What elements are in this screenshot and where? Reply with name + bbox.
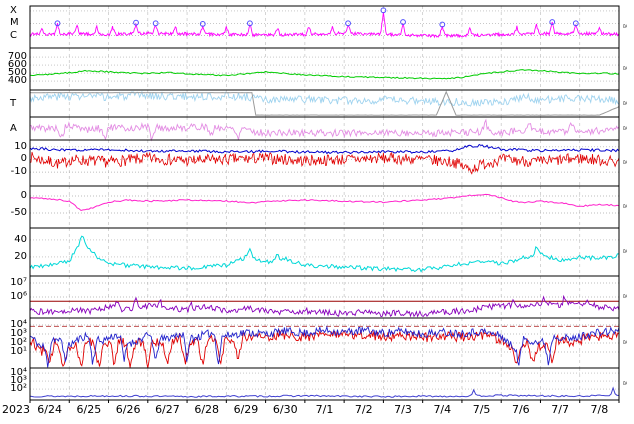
flare-marker: [199, 21, 206, 27]
series-speed: [29, 69, 619, 80]
y-axis-label: 10⁴: [10, 367, 27, 379]
series-pflux-red: [29, 328, 620, 369]
y-axis-label: 10²: [10, 337, 27, 348]
y-axis-label: 400: [7, 75, 27, 87]
series-bz: [29, 151, 620, 175]
flare-marker: [345, 20, 351, 27]
panel-border: [29, 89, 620, 118]
x-tick-label: 6/26: [115, 403, 141, 416]
series-pflux-blue: [29, 325, 620, 368]
y-axis-label: 0: [20, 153, 27, 165]
series-xray: [29, 12, 620, 39]
x-tick-label: 6/28: [194, 403, 220, 416]
flare-marker: [133, 19, 139, 26]
series-temp-model: [29, 90, 620, 116]
y-axis-label: 10⁶: [10, 291, 27, 302]
y-axis-label: -10: [10, 166, 27, 178]
flare-marker: [549, 19, 556, 25]
panel-border: [29, 5, 620, 49]
series-eflux: [29, 294, 620, 318]
right-axis-label: a: [621, 23, 630, 29]
y-axis-label: A: [10, 122, 17, 134]
y-axis-label: 0: [20, 190, 27, 201]
x-tick-label: 7/5: [472, 403, 491, 416]
y-axis-label: 10³: [10, 328, 27, 339]
panel-border: [29, 367, 620, 401]
flare-marker: [439, 21, 446, 28]
y-axis-label: 10⁴: [10, 319, 27, 330]
series-temp: [29, 90, 620, 107]
series-alpha: [29, 118, 620, 142]
x-tick-label: 6/29: [233, 403, 259, 416]
series-background: [29, 386, 619, 398]
flare-marker: [246, 20, 253, 27]
x-tick-label: 7/3: [394, 403, 412, 416]
flare-marker: [400, 19, 406, 25]
x-tick-label: 7/6: [511, 403, 530, 416]
y-axis-label: 10: [14, 140, 27, 152]
series-bt: [29, 143, 620, 155]
y-axis-label: M: [10, 17, 19, 29]
y-axis-label: C: [10, 29, 17, 41]
right-axis-label: a: [621, 339, 630, 345]
x-tick-label: 7/1: [315, 403, 334, 416]
y-axis-label: 10²: [10, 383, 27, 395]
y-axis-label: 10¹: [10, 345, 27, 357]
y-axis-label: -50: [10, 207, 27, 219]
x-tick-label: 7/7: [551, 403, 569, 416]
year-label: 2023: [2, 403, 30, 416]
x-tick-label: 7/2: [354, 403, 373, 416]
panel-border: [29, 116, 620, 141]
right-axis-label: a: [621, 293, 630, 299]
x-tick-label: 6/25: [76, 403, 102, 416]
right-axis-label: a: [621, 65, 630, 71]
y-axis-label: X: [10, 4, 17, 16]
y-axis-label: 500: [7, 67, 27, 79]
x-tick-label: 6/30: [272, 403, 298, 416]
right-axis-label: a: [621, 203, 630, 209]
x-tick-label: 7/4: [433, 403, 452, 416]
right-axis-label: a: [621, 125, 630, 130]
x-tick-label: 6/27: [155, 403, 180, 416]
x-tick-label: 6/24: [37, 403, 62, 416]
flare-marker: [152, 20, 159, 27]
y-axis-label: 700: [7, 51, 27, 63]
panel-border: [29, 47, 620, 91]
panel-border: [29, 227, 620, 277]
series-density: [29, 235, 619, 273]
y-axis-label: T: [10, 97, 17, 109]
right-axis-label: a: [621, 380, 630, 386]
y-axis-label: 600: [7, 59, 27, 71]
flare-marker: [572, 20, 579, 27]
panel-border: [29, 185, 620, 229]
y-axis-label: 10⁷: [10, 277, 27, 288]
series-dst: [29, 193, 620, 212]
flare-marker: [54, 20, 61, 27]
y-axis-label: 40: [14, 233, 27, 245]
right-axis-label: a: [621, 100, 630, 105]
flare-marker: [380, 7, 387, 14]
x-tick-label: 7/8: [590, 403, 609, 416]
right-axis-label: a: [621, 159, 630, 165]
y-axis-label: 10³: [10, 375, 27, 387]
right-axis-label: a: [621, 248, 630, 254]
y-axis-label: 20: [14, 250, 27, 262]
